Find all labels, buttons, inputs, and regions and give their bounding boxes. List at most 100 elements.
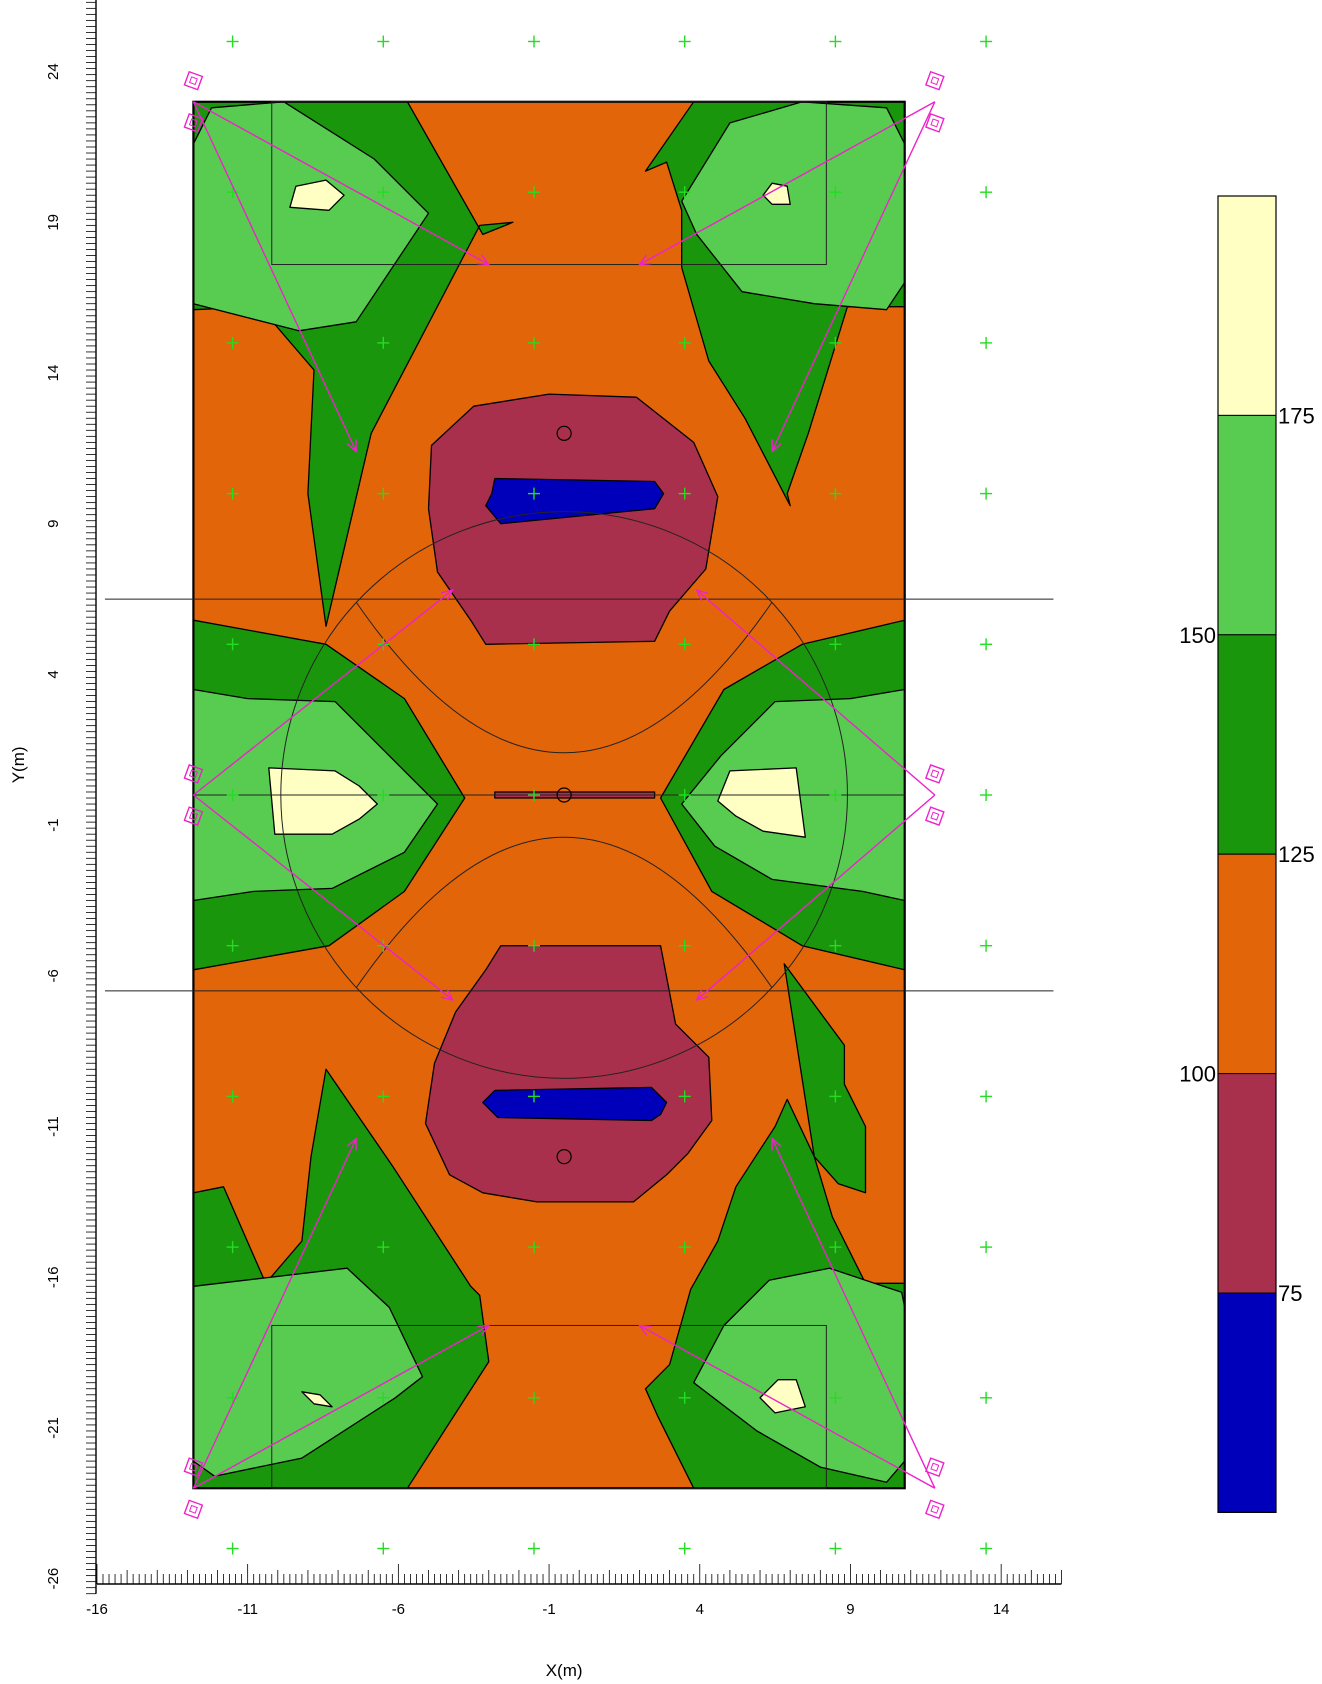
legend-frame [1217,195,1277,1514]
contour-region-100 [424,945,713,1203]
legend-label: 100 [1179,1062,1216,1087]
calc-point [678,186,691,199]
calc-point [226,1090,239,1103]
calc-point [527,939,540,952]
goal-area-box [271,101,827,266]
y-axis-title: Y(m) [9,746,28,783]
x-axis-title: X(m) [546,1661,583,1680]
calc-point [829,487,842,500]
calc-point [678,638,691,651]
calc-point [829,35,842,48]
marking-spot [556,1149,572,1165]
calc-point [678,789,691,801]
x-tick-label: -16 [86,1601,108,1618]
calc-point [829,336,842,349]
contour-region-175 [717,767,806,838]
legend-swatch-125-150 [1217,634,1277,855]
arc-lower [355,836,773,989]
x-tick-label: -6 [392,1601,405,1618]
calc-point [377,1542,390,1555]
calc-point [980,1241,993,1254]
luminaire-fixture-icon [183,764,204,784]
calc-point [377,1391,390,1404]
y-tick-label: -11 [45,1116,62,1137]
x-tick-label: -1 [542,1601,555,1618]
calc-point [527,789,540,801]
aim-arrow [639,101,936,265]
contour-region-175 [289,179,345,211]
calc-point [527,35,540,48]
calc-point [226,789,239,801]
luminaire [697,590,945,1000]
calc-point [527,336,540,349]
luminaire-fixture-icon [183,806,204,826]
luminaire-fixture-icon [924,764,945,784]
luminaire [183,1139,488,1520]
calc-point [527,1241,540,1254]
luminaires [183,70,945,1520]
aim-arrow [697,590,936,796]
aim-arrow [697,794,936,1000]
x-tick-label: 14 [993,1601,1010,1618]
contour-region-175 [762,182,791,205]
calc-point [377,1241,390,1254]
aim-arrow [193,101,488,265]
calc-point [527,1090,540,1103]
luminaire-fixture-icon [924,113,945,133]
y-tick-label: 9 [45,520,62,528]
contour-region-175 [301,1391,333,1408]
goal-area-box [271,1324,827,1489]
calc-point [829,1241,842,1254]
calc-point [678,939,691,952]
y-tick-label: -6 [45,969,62,982]
calc-point [377,35,390,48]
calc-point [527,487,540,500]
luminaire-fixture-icon [924,806,945,826]
luminaire-fixture-icon [924,1499,945,1520]
axes: X(m) Y(m) -16 -11 -6 -1 4 9 14 24 19 14 9 4 -1 -6 -11 -… [9,0,1062,1680]
calc-point [226,1391,239,1404]
aim-arrow [193,1325,488,1489]
calc-point [226,35,239,48]
luminaire [639,70,945,452]
y-tick-label: 4 [45,670,62,678]
aim-arrow [772,101,936,452]
aim-arrow [192,794,452,1000]
contour-layer [193,101,905,1489]
y-tick-label: -26 [45,1568,62,1590]
contour-region-175 [759,1379,806,1414]
calc-point [226,939,239,952]
calc-point [226,638,239,651]
aim-arrow [192,101,356,452]
calc-point [829,1391,842,1404]
legend: 175 150 125 100 75 [1179,195,1315,1514]
calc-point [226,186,239,199]
calculation-points [226,35,993,1555]
aim-arrow [192,1139,356,1489]
calc-point [980,1090,993,1103]
y-tick-label: 24 [45,63,62,80]
calc-point [377,336,390,349]
calc-point [829,789,842,801]
calc-point [980,1542,993,1555]
calc-point [377,186,390,199]
calc-point [226,1542,239,1555]
y-tick-label: 19 [45,214,62,231]
calc-point [980,336,993,349]
x-tick-label: 9 [846,1601,854,1618]
calc-point [829,638,842,651]
legend-label: 150 [1179,623,1216,648]
luminaire-fixture-icon [183,1457,204,1477]
calc-point [980,1391,993,1404]
calc-point [829,1090,842,1103]
aim-arrow [772,1139,936,1489]
y-tick-label: 14 [45,365,62,382]
calc-point [678,487,691,500]
y-tick-label: -1 [45,818,62,831]
aim-arrow [192,590,452,796]
contour-region-150 [681,101,905,311]
legend-swatch-175-200 [1217,195,1277,416]
contour-region-150 [193,101,430,332]
calc-point [980,186,993,199]
